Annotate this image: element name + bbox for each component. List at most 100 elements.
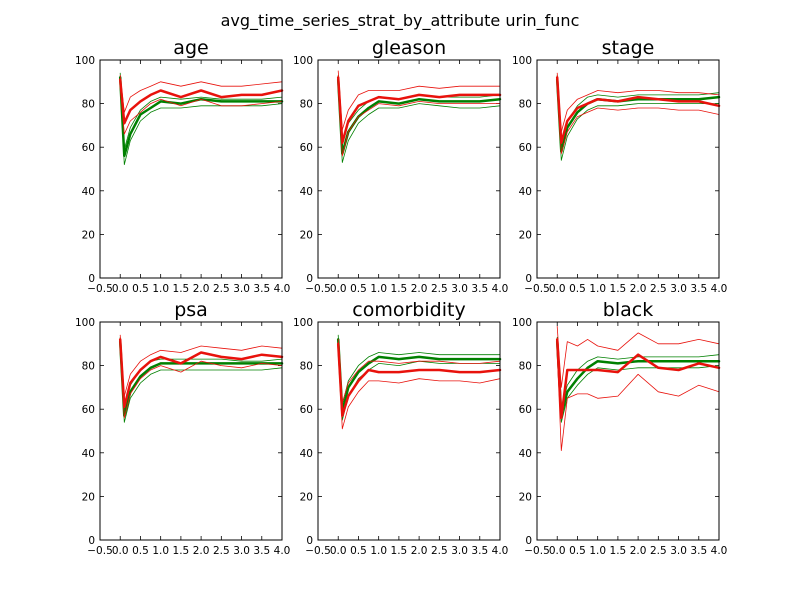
subplot-black: black −0.5 0.0 0.5 1.0 1.5 2.0 2.5 3.0 3.5 4.0 0 20 4… — [512, 299, 727, 557]
x-tick-label: −0.5 — [305, 545, 331, 557]
subplot-psa: psa −0.5 0.0 0.5 1.0 1.5 2.0 2.5 3.0 3.5 4.0 0 20 40 6… — [75, 299, 290, 557]
x-tick-label: 1.5 — [610, 545, 627, 557]
subplot-title: stage — [602, 37, 655, 59]
x-tick-label: 3.5 — [690, 283, 707, 295]
x-tick-label: 0.5 — [132, 545, 149, 557]
x-tick-label: 1.0 — [370, 283, 387, 295]
series-line-group_b-3 — [336, 76, 502, 145]
x-tick-label: 3.0 — [670, 545, 687, 557]
y-tick-label: 0 — [306, 535, 313, 547]
x-tick-label: 1.5 — [173, 283, 190, 295]
x-tick-label: 2.0 — [193, 545, 210, 557]
y-tick-label: 20 — [82, 229, 95, 241]
x-tick-label: 3.5 — [253, 283, 270, 295]
x-tick-label: 0.5 — [350, 283, 367, 295]
x-tick-label: 0.0 — [112, 545, 129, 557]
y-tick-label: 80 — [300, 99, 313, 111]
x-tick-label: 2.5 — [431, 545, 448, 557]
series-line-group_b-3 — [118, 78, 284, 125]
y-tick-label: 80 — [82, 361, 95, 373]
y-tick-label: 60 — [300, 404, 313, 416]
y-tick-label: 20 — [519, 229, 532, 241]
x-tick-label: 1.5 — [391, 545, 408, 557]
x-tick-label: 3.5 — [690, 545, 707, 557]
y-tick-label: 40 — [519, 186, 532, 198]
series-line-group_b-5 — [119, 83, 283, 135]
x-tick-label: 2.5 — [431, 283, 448, 295]
series-line-group_b-5 — [337, 347, 501, 430]
y-tick-label: 100 — [512, 55, 532, 67]
x-tick-label: 4.0 — [492, 545, 509, 557]
series-line-group_a-0 — [555, 340, 721, 417]
x-tick-label: 1.5 — [391, 283, 408, 295]
x-tick-label: 2.5 — [650, 545, 667, 557]
subplot-stage: stage −0.5 0.0 0.5 1.0 1.5 2.0 2.5 3.0 3.5 4.0 0 20 4… — [512, 37, 727, 295]
y-tick-label: 60 — [519, 404, 532, 416]
x-tick-label: 0.0 — [330, 283, 347, 295]
x-tick-label: 2.0 — [411, 283, 428, 295]
x-tick-label: 1.0 — [152, 545, 169, 557]
y-tick-label: 40 — [519, 448, 532, 460]
x-tick-label: 0.5 — [569, 283, 586, 295]
x-tick-label: 4.0 — [711, 545, 728, 557]
x-tick-label: 4.0 — [492, 283, 509, 295]
y-tick-label: 0 — [525, 535, 532, 547]
y-tick-label: 80 — [82, 99, 95, 111]
x-tick-label: 3.0 — [233, 283, 250, 295]
series-line-group_b-5 — [119, 345, 283, 419]
plot-frame — [536, 321, 720, 541]
y-tick-label: 40 — [82, 186, 95, 198]
x-tick-label: −0.5 — [524, 283, 550, 295]
series-line-group_b-3 — [555, 76, 721, 145]
x-tick-label: 0.0 — [112, 283, 129, 295]
series-line-group_b-4 — [337, 338, 501, 404]
y-tick-label: 0 — [525, 273, 532, 285]
y-tick-label: 60 — [519, 142, 532, 154]
subplot-title: gleason — [372, 37, 446, 59]
x-tick-label: 4.0 — [274, 283, 291, 295]
plot-frame — [317, 59, 501, 279]
series-line-group_a-1 — [119, 72, 283, 150]
subplot-comorbidity: comorbidity −0.5 0.0 0.5 1.0 1.5 2.0 2.5 3.0 3.5 4… — [293, 299, 508, 557]
series-line-group_b-3 — [555, 338, 721, 420]
x-tick-label: 2.0 — [193, 283, 210, 295]
x-tick-label: 3.0 — [670, 283, 687, 295]
subplot-title: psa — [174, 299, 208, 321]
y-tick-label: 60 — [300, 142, 313, 154]
x-tick-label: 0.0 — [549, 545, 566, 557]
series-line-group_a-2 — [556, 83, 720, 161]
plot-frame — [99, 59, 283, 279]
series-line-group_a-2 — [337, 83, 501, 163]
x-tick-label: 2.5 — [650, 283, 667, 295]
x-tick-label: 4.0 — [274, 545, 291, 557]
x-tick-label: 3.5 — [471, 283, 488, 295]
x-tick-label: 0.5 — [350, 545, 367, 557]
series-line-group_b-5 — [337, 83, 501, 157]
x-tick-label: 2.0 — [630, 283, 647, 295]
x-tick-label: 0.5 — [132, 283, 149, 295]
x-tick-label: 2.5 — [213, 283, 230, 295]
y-tick-label: 40 — [82, 448, 95, 460]
y-tick-label: 80 — [300, 361, 313, 373]
plot-frame — [99, 321, 283, 541]
y-tick-label: 20 — [300, 491, 313, 503]
x-tick-label: 1.5 — [173, 545, 190, 557]
series-line-group_b-3 — [118, 338, 284, 409]
x-tick-label: 2.5 — [213, 545, 230, 557]
series-line-group_a-1 — [337, 334, 501, 406]
y-tick-label: 100 — [75, 55, 95, 67]
y-tick-label: 100 — [293, 55, 313, 67]
series-line-group_b-4 — [337, 70, 501, 131]
series-line-group_a-0 — [336, 338, 502, 413]
series-line-group_b-4 — [119, 74, 283, 113]
x-tick-label: 3.5 — [253, 545, 270, 557]
series-line-group_b-5 — [556, 81, 720, 155]
x-tick-label: 0.5 — [569, 545, 586, 557]
series-line-group_a-1 — [556, 336, 720, 410]
subplot-age: age −0.5 0.0 0.5 1.0 1.5 2.0 2.5 3.0 3.5 4.0 0 20 40 6… — [75, 37, 290, 295]
subplot-gleason: gleason −0.5 0.0 0.5 1.0 1.5 2.0 2.5 3.0 3.5 4.0 0 2… — [293, 37, 508, 295]
series-line-group_a-0 — [118, 340, 284, 417]
y-tick-label: 20 — [300, 229, 313, 241]
plot-frame — [536, 59, 720, 279]
